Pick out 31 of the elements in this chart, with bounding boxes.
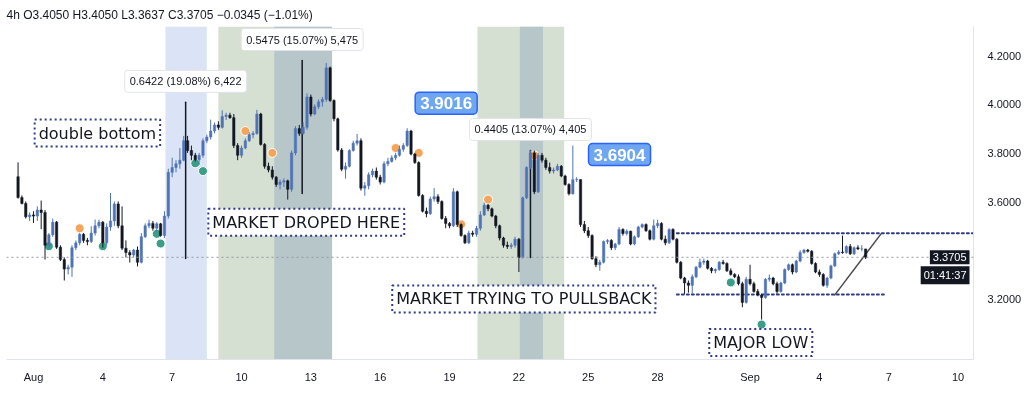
- x-tick-label: 10: [235, 370, 248, 383]
- chart-title: 4h O3.4050 H3.4050 L3.3637 C3.3705 −0.0345 (−1.01%): [6, 7, 313, 22]
- x-tick-label: Aug: [23, 370, 44, 383]
- ref-line-label: 3.3705: [932, 251, 967, 264]
- x-tick-label: 7: [885, 370, 892, 383]
- annotation: double bottom: [38, 123, 157, 143]
- y-tick-label: 3.2000: [987, 292, 1022, 305]
- x-tick-label: 13: [304, 370, 317, 383]
- x-tick-label: 4: [99, 370, 106, 383]
- annotation: 3.6904: [593, 145, 647, 165]
- annotation: MARKET TRYING TO PULLSBACK: [396, 289, 652, 309]
- y-tick-label: 3.8000: [987, 146, 1022, 159]
- x-tick-label: 22: [512, 370, 526, 383]
- x-tick-label: 7: [169, 370, 176, 383]
- annotation: 3.9016: [420, 94, 473, 114]
- annotation: 0.5475 (15.07%) 5,475: [246, 33, 359, 46]
- annotation: MAJOR LOW: [713, 333, 809, 353]
- x-tick-label: 28: [651, 370, 664, 383]
- annotation: 0.4405 (13.07%) 4,405: [474, 123, 587, 136]
- x-tick-label: 25: [582, 370, 595, 383]
- x-tick-label: 10: [951, 370, 965, 383]
- annotation: 01:41:37: [923, 269, 967, 282]
- annotation: 0.6422 (19.08%) 6,422: [129, 75, 242, 88]
- x-tick-label: 4: [816, 370, 823, 383]
- y-tick-label: 3.6000: [987, 195, 1022, 208]
- annotation: MARKET DROPED HERE: [212, 212, 401, 232]
- y-tick-label: 4.2000: [987, 49, 1022, 62]
- x-tick-label: Sep: [740, 370, 760, 383]
- x-tick-label: 16: [374, 370, 387, 383]
- y-tick-label: 4.0000: [987, 98, 1022, 111]
- x-tick-label: 19: [443, 370, 456, 383]
